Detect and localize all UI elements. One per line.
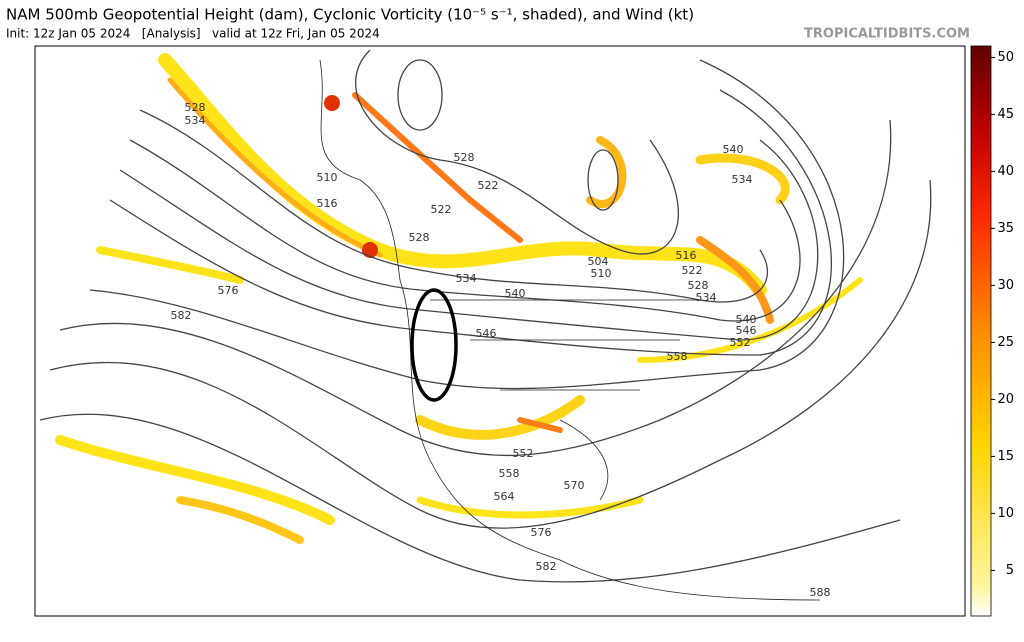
contour-label: 552 [730,336,751,349]
colorbar-tick-label: 35 [997,221,1014,236]
contour-label: 534 [456,272,477,285]
contour-label: 516 [317,197,338,210]
colorbar-tick-label: 45 [997,107,1014,122]
contour-label: 546 [476,327,497,340]
contour-label: 570 [564,479,585,492]
contour-label: 528 [688,279,709,292]
colorbar-tick-label: 15 [997,449,1014,464]
contour-label: 528 [409,231,430,244]
colorbar-tick-label: 25 [997,335,1014,350]
contour-label: 516 [676,249,697,262]
contour-label: 522 [478,179,499,192]
contour-label: 540 [736,313,757,326]
contour-label: 528 [454,151,475,164]
contour-label: 540 [505,287,526,300]
contour-label: 546 [736,324,757,337]
contour-label: 558 [499,467,520,480]
contour-label: 504 [588,255,609,268]
subtitle: Init: 12z Jan 05 2024 [Analysis] valid a… [6,27,380,41]
title: NAM 500mb Geopotential Height (dam), Cyc… [6,6,694,24]
contour-label: 576 [531,526,552,539]
colorbar-tick-label: 30 [997,278,1014,293]
colorbar-tick-label: 5 [1006,563,1014,578]
contour-label: 558 [667,350,688,363]
contour-label: 564 [494,490,515,503]
contour-label: 588 [810,586,831,599]
contour-label: 510 [591,267,612,280]
contour-label: 576 [218,284,239,297]
colorbar: 5 10 15 20 25 30 35 40 45 50 [970,45,1014,617]
contour-label: 522 [431,203,452,216]
contour-label: 582 [171,309,192,322]
contour-label: 552 [513,447,534,460]
contour-label: 582 [536,560,557,573]
contour-label: 522 [682,264,703,277]
contour-label: 528 [185,101,206,114]
colorbar-tick-label: 10 [997,506,1014,521]
contour-label: 540 [723,143,744,156]
colorbar-tick-label: 40 [997,164,1014,179]
contour-label: 534 [732,173,753,186]
watermark: TROPICALTIDBITS.COM [804,27,970,42]
contour-label: 534 [696,291,717,304]
contour-label: 534 [185,114,206,127]
colorbar-tick-label: 50 [997,50,1014,65]
colorbar-tick-label: 20 [997,392,1014,407]
map: 5285345105165285225225285345405465045105… [34,45,966,617]
contour-label: 510 [317,171,338,184]
